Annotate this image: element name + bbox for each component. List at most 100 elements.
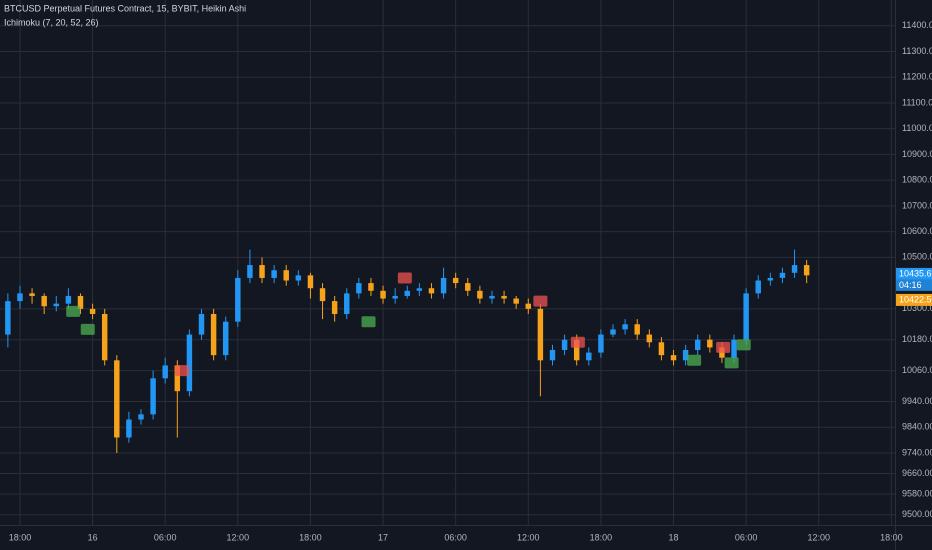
candle-body	[452, 277, 459, 284]
candle-body	[634, 324, 640, 335]
candle-body	[198, 313, 205, 335]
candle-body	[477, 290, 483, 299]
x-tick-label: 18:00	[9, 532, 32, 542]
candle-body	[222, 321, 229, 356]
candle-body	[41, 295, 47, 307]
y-tick-label: 9940.00	[902, 396, 932, 406]
x-tick-label: 16	[88, 532, 98, 542]
candle-body	[646, 334, 653, 343]
candle-body	[440, 277, 447, 294]
signal-marker	[175, 365, 190, 377]
x-tick-label: 06:00	[444, 532, 467, 542]
y-tick-label: 10600.00	[902, 226, 932, 236]
candle-body	[513, 298, 519, 304]
signal-marker	[533, 295, 548, 307]
signal-marker	[397, 272, 412, 284]
candle-body	[89, 308, 96, 314]
y-tick-label: 9500.00	[902, 509, 932, 519]
candle-body	[17, 293, 23, 302]
x-tick-label: 12:00	[227, 532, 250, 542]
candle-body	[682, 350, 689, 361]
candle-body	[465, 283, 471, 291]
candle-body	[755, 280, 761, 294]
candle-body	[428, 288, 435, 294]
candle-body	[29, 293, 35, 296]
candle-body	[247, 265, 253, 278]
signal-marker	[687, 354, 702, 366]
x-tick-label: 06:00	[735, 532, 758, 542]
y-tick-label: 10300.00	[902, 303, 932, 313]
candle-body	[319, 288, 326, 302]
price-label-box	[896, 267, 932, 280]
candle-body	[404, 290, 410, 296]
y-tick-label: 10180.00	[902, 334, 932, 344]
y-tick-label: 11000.00	[902, 123, 932, 133]
candle-body	[162, 365, 168, 379]
signal-marker	[570, 336, 585, 348]
x-tick-label: 18:00	[590, 532, 613, 542]
candle-body	[126, 419, 132, 438]
candle-body	[259, 265, 265, 278]
candle-body	[368, 283, 374, 291]
candle-body	[150, 378, 156, 415]
candle-body	[779, 272, 786, 278]
y-tick-label: 11400.00	[902, 20, 932, 30]
candle-body	[101, 313, 108, 361]
price-label-box	[896, 293, 932, 306]
candle-body	[610, 329, 616, 335]
chart-title: BTCUSD Perpetual Futures Contract, 15, B…	[4, 3, 246, 13]
candle-body	[5, 301, 11, 335]
price-label: 10435.63	[899, 268, 932, 278]
candle-body	[271, 270, 277, 278]
candle-body	[525, 303, 532, 309]
signal-marker	[80, 323, 95, 335]
candle-body	[138, 414, 144, 420]
candle-body	[573, 339, 580, 361]
x-tick-label: 06:00	[154, 532, 177, 542]
candle-body	[307, 275, 314, 289]
y-tick-label: 9660.00	[902, 468, 932, 478]
y-tick-label: 9840.00	[902, 422, 932, 432]
candle-body	[186, 334, 193, 392]
y-tick-label: 10060.00	[902, 365, 932, 375]
candle-body	[622, 324, 628, 330]
candle-body	[586, 352, 592, 361]
candle-body	[392, 295, 398, 299]
y-tick-label: 9580.00	[902, 488, 932, 498]
candle-body	[489, 295, 495, 299]
candle-body	[283, 270, 289, 281]
x-tick-label: 18:00	[299, 532, 322, 542]
candle-body	[743, 293, 749, 340]
candle-body	[53, 303, 60, 307]
candle-body	[707, 339, 713, 348]
candle-body	[658, 342, 665, 356]
candle-body	[174, 365, 181, 392]
candle-body	[501, 295, 507, 299]
signal-marker	[361, 316, 376, 328]
candle-body	[295, 275, 302, 281]
price-label: 10422.50	[899, 294, 932, 304]
candle-body	[65, 295, 72, 304]
indicator-label: Ichimoku (7, 20, 52, 26)	[4, 17, 99, 27]
candle-body	[380, 290, 386, 299]
x-tick-label: 17	[378, 532, 388, 542]
candle-body	[114, 360, 120, 438]
signal-marker	[66, 305, 81, 317]
signal-marker	[724, 357, 739, 369]
y-tick-label: 10800.00	[902, 175, 932, 185]
candle-body	[235, 277, 241, 322]
y-tick-label: 11300.00	[902, 46, 932, 56]
candle-body	[210, 313, 217, 356]
candle-body	[731, 339, 737, 358]
y-tick-label: 11200.00	[902, 72, 932, 82]
candle-body	[331, 301, 338, 314]
candle-body	[549, 350, 556, 361]
countdown-box	[896, 279, 932, 291]
y-tick-label: 10500.00	[902, 252, 932, 262]
y-tick-label: 11100.00	[902, 97, 932, 107]
candle-body	[356, 283, 362, 294]
y-tick-label: 9740.00	[902, 447, 932, 457]
